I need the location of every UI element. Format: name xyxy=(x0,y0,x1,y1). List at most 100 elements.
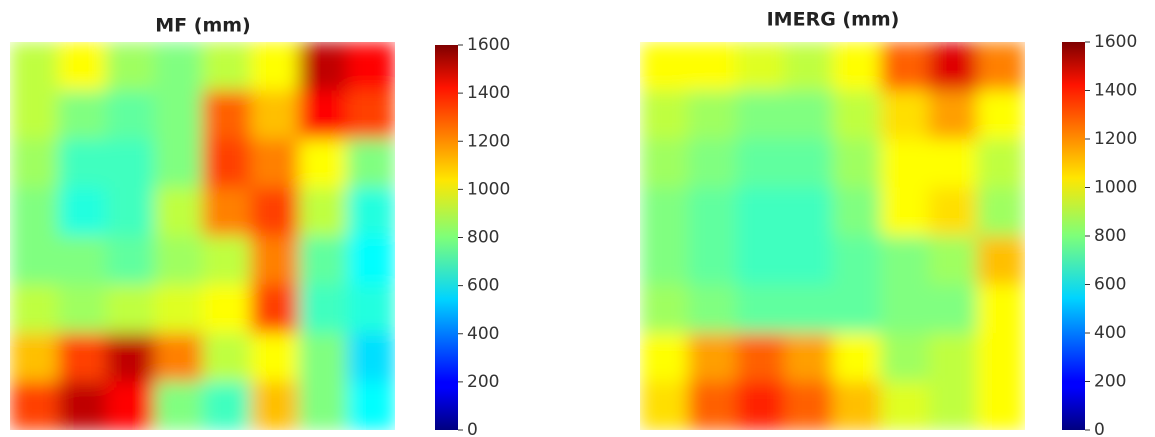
heatmap-cell xyxy=(832,139,882,188)
heatmap-cell xyxy=(640,187,689,237)
colorbar-tick-label: 600 xyxy=(467,276,499,296)
heatmap-cell xyxy=(346,90,395,140)
heatmap-cell xyxy=(928,381,978,430)
heatmap-cell xyxy=(250,90,300,140)
heatmap-cell xyxy=(880,381,930,430)
heatmap-cell xyxy=(106,42,155,91)
heatmap-cell xyxy=(976,90,1025,140)
heatmap xyxy=(10,42,395,430)
heatmap-cell xyxy=(640,42,689,91)
heatmap-cell xyxy=(106,381,155,430)
heatmap-cell xyxy=(928,333,978,382)
heatmap-cell xyxy=(832,284,882,334)
heatmap-cell xyxy=(976,333,1025,382)
heatmap-cell xyxy=(880,90,930,140)
heatmap-cell xyxy=(202,333,252,382)
heatmap-cell xyxy=(688,187,737,237)
heatmap-cell xyxy=(298,381,348,430)
heatmap-cell xyxy=(154,284,203,334)
heatmap-cell xyxy=(58,139,107,188)
heatmap-cell xyxy=(688,90,737,140)
heatmap-cell xyxy=(346,187,395,237)
heatmap-cell xyxy=(202,187,252,237)
heatmap-cell xyxy=(928,284,978,334)
colorbar-tick-label: 1000 xyxy=(1094,178,1137,198)
heatmap-cell xyxy=(976,187,1025,237)
heatmap-cell xyxy=(298,42,348,91)
heatmap-cell xyxy=(928,42,978,91)
colorbar-tick-label: 800 xyxy=(1094,226,1126,246)
chart-title: MF (mm) xyxy=(155,15,250,37)
colorbar-tick-label: 0 xyxy=(1094,420,1105,437)
heatmap-cell xyxy=(58,284,107,334)
heatmap-cell xyxy=(640,90,689,140)
heatmap-cell xyxy=(784,139,833,188)
heatmap-cell xyxy=(10,284,59,334)
heatmap-cell xyxy=(880,187,930,237)
heatmap-cell xyxy=(928,187,978,237)
heatmap-cell xyxy=(250,333,300,382)
heatmap-cell xyxy=(976,284,1025,334)
heatmap-cell xyxy=(106,139,155,188)
heatmap-cell xyxy=(688,284,737,334)
colorbar-tick-label: 200 xyxy=(1094,372,1126,392)
heatmap-cell xyxy=(106,333,155,382)
colorbar-tick-label: 1200 xyxy=(1094,129,1137,149)
heatmap-cell xyxy=(688,333,737,382)
colorbar-tick-label: 400 xyxy=(1094,323,1126,343)
heatmap-cell xyxy=(640,236,689,285)
heatmap-cell xyxy=(202,90,252,140)
heatmap-cell xyxy=(250,42,300,91)
heatmap-cell xyxy=(976,381,1025,430)
heatmap-cell xyxy=(154,187,203,237)
heatmap-cell xyxy=(640,284,689,334)
heatmap-cell xyxy=(58,333,107,382)
heatmap-cell xyxy=(880,42,930,91)
heatmap xyxy=(640,42,1025,430)
heatmap-cell xyxy=(346,139,395,188)
heatmap-cell xyxy=(202,139,252,188)
heatmap-cell xyxy=(154,333,203,382)
heatmap-cell xyxy=(736,90,785,140)
heatmap-cell xyxy=(784,42,833,91)
heatmap-cell xyxy=(736,284,785,334)
heatmap-cell xyxy=(784,236,833,285)
heatmap-cell xyxy=(736,381,785,430)
heatmap-cell xyxy=(298,284,348,334)
colorbar-tick-label: 600 xyxy=(1094,275,1126,295)
heatmap-cell xyxy=(346,42,395,91)
heatmap-cell xyxy=(784,284,833,334)
colorbar-tick-label: 400 xyxy=(467,324,499,344)
heatmap-cell xyxy=(784,333,833,382)
heatmap-cell xyxy=(154,90,203,140)
heatmap-cell xyxy=(106,236,155,285)
heatmap-cell xyxy=(154,42,203,91)
heatmap-cell xyxy=(832,236,882,285)
heatmap-cell xyxy=(202,42,252,91)
heatmap-cell xyxy=(688,139,737,188)
heatmap-cell xyxy=(736,139,785,188)
heatmap-cell xyxy=(10,90,59,140)
heatmap-cell xyxy=(58,90,107,140)
colorbar-tick-label: 1400 xyxy=(1094,81,1137,101)
heatmap-cell xyxy=(106,284,155,334)
heatmap-cell xyxy=(346,236,395,285)
heatmap-cell xyxy=(640,333,689,382)
heatmap-cell xyxy=(928,236,978,285)
heatmap-cell xyxy=(58,187,107,237)
heatmap-cell xyxy=(10,333,59,382)
heatmap-cell xyxy=(736,333,785,382)
heatmap-cell xyxy=(10,187,59,237)
heatmap-cell xyxy=(736,236,785,285)
heatmap-cell xyxy=(928,139,978,188)
heatmap-cell xyxy=(880,333,930,382)
heatmap-cell xyxy=(298,333,348,382)
colorbar-tick-label: 800 xyxy=(467,228,499,248)
heatmap-cell xyxy=(250,236,300,285)
colorbar-tick-label: 200 xyxy=(467,372,499,392)
heatmap-cell xyxy=(202,381,252,430)
heatmap-cell xyxy=(250,381,300,430)
heatmap-cell xyxy=(58,236,107,285)
heatmap-cell xyxy=(298,187,348,237)
